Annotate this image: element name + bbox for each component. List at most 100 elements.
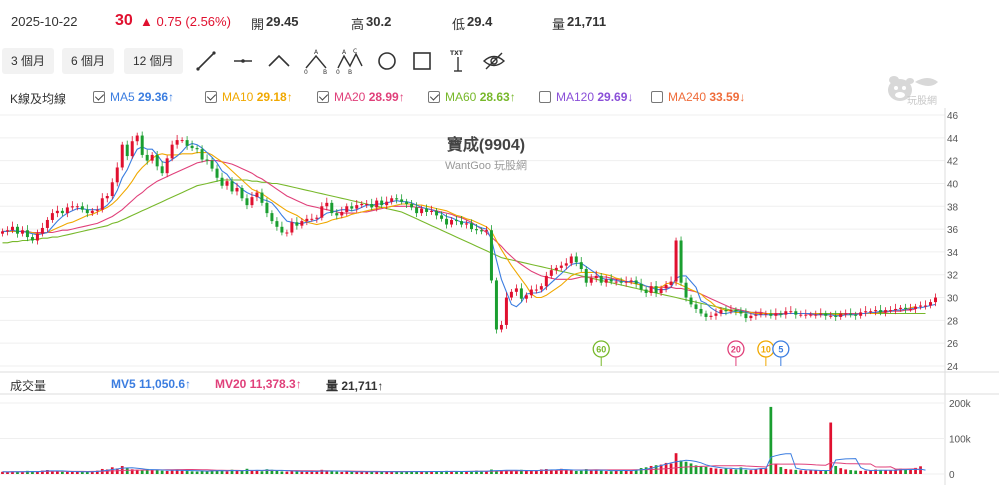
- candle-body: [819, 313, 823, 315]
- candle-body: [669, 281, 673, 285]
- ma10-toggle[interactable]: MA10 29.18↑: [205, 90, 293, 104]
- candle-body: [904, 307, 908, 309]
- candle-body: [190, 145, 194, 149]
- candle: [664, 281, 668, 293]
- candle-body: [330, 202, 334, 214]
- ma120-toggle[interactable]: MA120 29.69↓: [539, 90, 633, 104]
- candle-body: [435, 210, 439, 216]
- candle: [604, 275, 608, 287]
- ma5-checkbox[interactable]: [93, 91, 105, 103]
- ma60-toggle[interactable]: MA60 28.63↑: [428, 90, 516, 104]
- abc-pattern-icon[interactable]: A 0 B: [302, 48, 330, 74]
- volume-bar: [95, 470, 99, 474]
- candle-body: [899, 307, 903, 309]
- candle-body: [175, 140, 179, 145]
- ma60-value: 28.63↑: [479, 90, 516, 104]
- candle: [215, 164, 219, 182]
- volume-bar: [435, 471, 438, 474]
- candle: [165, 155, 169, 178]
- ma60-checkbox[interactable]: [428, 91, 440, 103]
- volume-bar: [380, 472, 384, 474]
- candle-body: [440, 215, 444, 219]
- ma20-toggle[interactable]: MA20 28.99↑: [317, 90, 405, 104]
- volume-bars: [1, 406, 922, 474]
- candle: [469, 219, 473, 232]
- volume-bar: [21, 472, 24, 474]
- ma10-value: 29.18↑: [256, 90, 293, 104]
- horizontal-line-icon[interactable]: [229, 48, 257, 74]
- marker-label: 10: [761, 345, 771, 355]
- volume-bar: [200, 470, 204, 474]
- volume-bar: [704, 466, 708, 474]
- candle-body: [105, 196, 109, 199]
- volume-bar: [295, 471, 299, 474]
- candle-body: [784, 311, 788, 315]
- volume-tick-label: 100k: [949, 435, 972, 446]
- hide-icon[interactable]: [480, 48, 508, 74]
- candle: [335, 209, 339, 220]
- candle: [719, 307, 723, 317]
- candle-body: [654, 286, 658, 293]
- candle-body: [145, 154, 149, 161]
- trend-line-icon[interactable]: [192, 48, 220, 74]
- angle-line-icon[interactable]: [265, 48, 293, 74]
- candle-body: [395, 198, 399, 200]
- svg-text:A: A: [342, 49, 347, 56]
- text-icon[interactable]: TXT: [444, 48, 472, 74]
- volume-tick-label: 0: [949, 470, 955, 481]
- rectangle-icon[interactable]: [408, 48, 436, 74]
- candle-body: [774, 313, 778, 316]
- candle: [494, 277, 498, 334]
- candle: [115, 162, 119, 187]
- candle: [360, 201, 364, 208]
- candle-body: [425, 208, 429, 212]
- price-volume-chart[interactable]: 寶成(9904) WantGoo 玩股網 60 20 10 5 46 44 42 40 38 3…: [0, 108, 999, 485]
- range-12m-button[interactable]: 12 個月: [124, 48, 183, 74]
- candle: [130, 136, 134, 159]
- candle: [40, 222, 44, 237]
- candle-body: [315, 217, 319, 219]
- price-tick-label: 24: [947, 362, 959, 373]
- candle: [25, 225, 29, 242]
- volume-bar: [385, 471, 389, 474]
- volume-bar: [544, 469, 548, 474]
- volume-bar: [415, 471, 418, 474]
- ma240-checkbox[interactable]: [651, 91, 663, 103]
- ma240-toggle[interactable]: MA240 33.59↓: [651, 90, 745, 104]
- volume-bar: [634, 469, 638, 474]
- candle: [559, 261, 563, 271]
- volume-bar: [789, 469, 793, 474]
- ma10-checkbox[interactable]: [205, 91, 217, 103]
- range-6m-button[interactable]: 6 個月: [62, 48, 115, 74]
- circle-icon[interactable]: [373, 48, 401, 74]
- range-3m-button[interactable]: 3 個月: [2, 48, 55, 74]
- ma5-toggle[interactable]: MA5 29.36↑: [93, 90, 174, 104]
- candle-body: [524, 295, 528, 299]
- volume-bar: [864, 470, 868, 474]
- candle: [145, 149, 149, 165]
- volume-bar: [360, 471, 364, 474]
- candle-body: [914, 306, 918, 309]
- volume-bar: [784, 468, 788, 474]
- candle: [305, 214, 309, 226]
- candle-body: [165, 158, 169, 174]
- candle: [599, 273, 603, 286]
- price-tick-label: 32: [947, 271, 959, 282]
- volume-bar: [255, 470, 259, 474]
- ma20-checkbox[interactable]: [317, 91, 329, 103]
- candle: [489, 225, 493, 284]
- ma120-checkbox[interactable]: [539, 91, 551, 103]
- volume-bar: [899, 468, 902, 474]
- candlesticks: [0, 131, 938, 334]
- candle: [544, 271, 548, 291]
- candle-body: [240, 188, 244, 199]
- candle-body: [499, 324, 503, 330]
- volume-bar: [455, 471, 458, 474]
- candle: [839, 310, 843, 320]
- ma240-name: MA240: [668, 90, 707, 104]
- candle: [614, 278, 618, 286]
- ma120-value: 29.69↓: [597, 90, 634, 104]
- candle-body: [639, 283, 643, 290]
- candle-body: [285, 232, 289, 234]
